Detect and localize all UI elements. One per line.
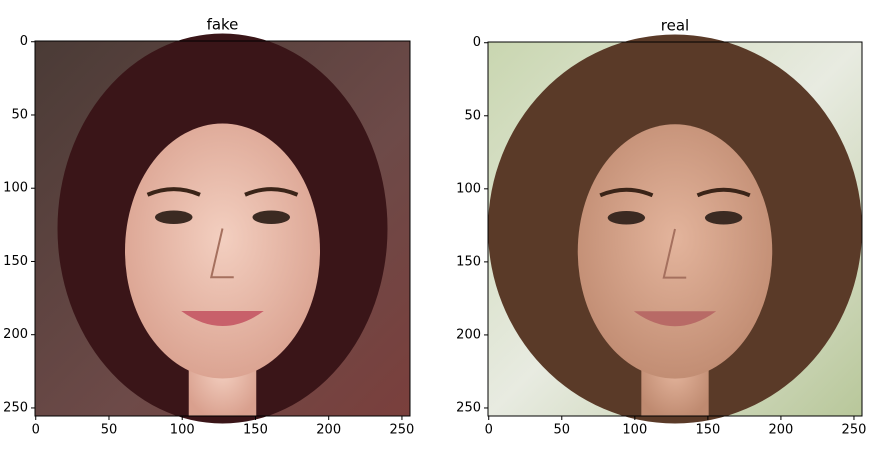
x-tick-label: 200 <box>769 423 794 438</box>
x-tick-label: 50 <box>101 423 118 438</box>
y-tick-label: 200 <box>3 327 28 342</box>
y-tick-label: 250 <box>3 400 28 415</box>
nose <box>209 228 234 279</box>
subplot-title: fake <box>207 16 239 34</box>
x-tick-label: 100 <box>622 423 647 438</box>
x-tick-label: 50 <box>554 423 571 438</box>
eye <box>155 210 193 224</box>
eyebrow <box>696 187 751 198</box>
y-tick-label: 250 <box>456 400 481 415</box>
y-tick-label: 100 <box>3 181 28 196</box>
x-tick-label: 150 <box>243 423 268 438</box>
y-tick-label: 100 <box>456 181 481 196</box>
axes-frame <box>34 40 411 417</box>
nose <box>662 228 687 279</box>
face <box>577 124 773 379</box>
y-tick-label: 0 <box>473 35 481 50</box>
eye <box>252 210 290 224</box>
mouth <box>181 311 264 326</box>
eyebrow <box>146 187 201 197</box>
x-tick-label: 0 <box>32 423 40 438</box>
x-tick-label: 250 <box>842 423 867 438</box>
eyebrow <box>599 187 654 198</box>
eyebrow <box>244 187 299 197</box>
x-tick-label: 250 <box>390 423 415 438</box>
subplot: fake 0 50 100 150 200 250 0 50 100 150 200 250 <box>3 16 414 438</box>
x-tick-label: 150 <box>695 423 720 438</box>
eye <box>607 211 646 225</box>
x-tick-label: 0 <box>485 423 493 438</box>
eye <box>704 211 743 225</box>
y-tick-label: 200 <box>456 327 481 342</box>
y-tick-label: 50 <box>11 107 28 122</box>
x-tick-label: 200 <box>316 423 341 438</box>
y-tick-label: 150 <box>456 254 481 269</box>
y-tick-label: 50 <box>464 108 481 123</box>
y-tick-label: 150 <box>3 254 28 269</box>
subplot: real 0 50 100 150 200 250 0 50 100 150 200 250 <box>456 17 866 438</box>
face <box>125 123 320 379</box>
x-tick-label: 100 <box>170 423 195 438</box>
y-tick-label: 0 <box>20 34 28 49</box>
subplot-title: real <box>661 17 689 35</box>
mouth <box>633 311 717 327</box>
axes-frame <box>487 41 863 417</box>
